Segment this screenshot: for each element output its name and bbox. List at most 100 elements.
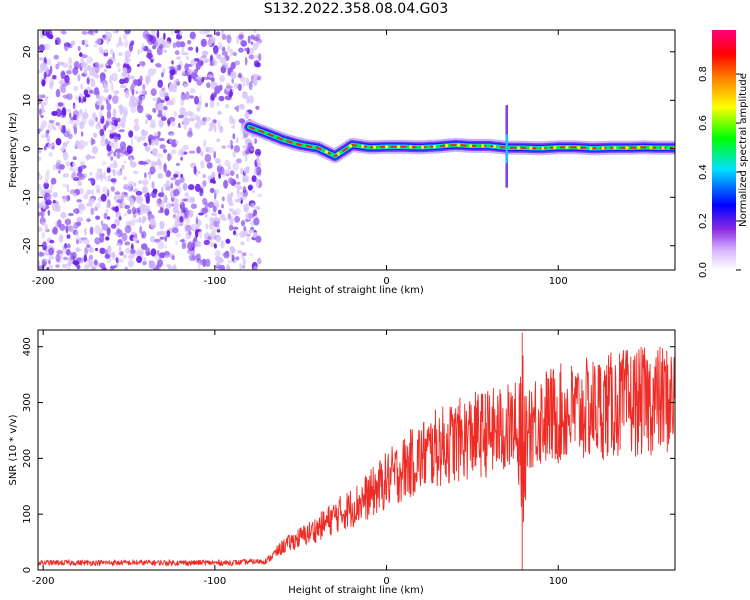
noise-dot <box>184 63 189 71</box>
noise-dot <box>131 206 136 215</box>
noise-dot <box>129 75 135 80</box>
noise-dot <box>161 116 167 121</box>
noise-dot <box>248 54 255 60</box>
noise-dot <box>104 138 109 145</box>
noise-dot <box>201 207 209 214</box>
noise-dot <box>141 233 145 238</box>
noise-dot <box>132 236 136 242</box>
noise-dot <box>180 147 184 157</box>
noise-dot <box>123 33 128 40</box>
noise-dot <box>174 30 181 34</box>
noise-dot <box>99 63 104 69</box>
noise-dot <box>217 209 222 215</box>
x-tick-label: 0 <box>383 276 389 287</box>
noise-dot <box>129 157 133 165</box>
noise-dot <box>255 61 261 68</box>
noise-scatter <box>38 30 263 270</box>
noise-dot <box>124 225 132 234</box>
noise-dot <box>198 56 204 62</box>
noise-dot <box>117 41 124 47</box>
noise-dot <box>145 159 152 164</box>
noise-dot <box>163 250 170 258</box>
noise-dot <box>48 119 55 124</box>
noise-dot <box>85 140 88 147</box>
noise-dot <box>231 254 235 262</box>
noise-dot <box>216 218 221 223</box>
noise-dot <box>50 177 57 185</box>
noise-dot <box>55 138 62 146</box>
noise-dot <box>239 263 242 270</box>
noise-dot <box>214 249 221 258</box>
noise-dot <box>43 63 48 70</box>
noise-dot <box>69 112 72 119</box>
noise-dot <box>185 224 192 232</box>
noise-dot <box>202 258 207 268</box>
noise-dot <box>61 30 67 35</box>
noise-dot <box>176 56 181 60</box>
noise-dot <box>187 184 195 191</box>
noise-dot <box>101 186 109 195</box>
noise-dot <box>256 257 262 265</box>
noise-dot <box>128 258 135 268</box>
noise-dot <box>91 66 96 73</box>
noise-dot <box>68 57 73 65</box>
noise-dot <box>159 89 166 97</box>
noise-dot <box>134 97 139 104</box>
noise-dot <box>77 180 83 187</box>
noise-dot <box>121 193 125 201</box>
noise-dot <box>244 149 250 155</box>
noise-dot <box>157 172 164 180</box>
noise-dot <box>178 122 181 129</box>
noise-dot <box>81 54 88 59</box>
noise-dot <box>165 201 171 210</box>
noise-dot <box>43 145 47 151</box>
noise-dot <box>99 171 103 179</box>
noise-dot <box>124 89 130 99</box>
noise-dot <box>206 41 212 46</box>
noise-dot <box>248 95 254 104</box>
noise-dot <box>215 158 221 164</box>
noise-dot <box>220 240 225 249</box>
noise-dot <box>174 198 179 203</box>
noise-dot <box>80 62 88 66</box>
noise-dot <box>175 233 182 238</box>
noise-dot <box>255 33 261 42</box>
noise-dot <box>210 81 217 85</box>
noise-dot <box>243 203 250 213</box>
noise-dot <box>52 126 57 131</box>
noise-dot <box>179 30 183 37</box>
noise-dot <box>157 209 164 214</box>
noise-dot <box>139 61 146 67</box>
noise-dot <box>73 192 77 198</box>
noise-dot <box>230 208 235 214</box>
noise-dot <box>46 135 51 144</box>
noise-dot <box>39 252 45 257</box>
noise-dot <box>190 162 196 168</box>
noise-dot <box>197 259 203 266</box>
noise-dot <box>46 267 50 270</box>
noise-dot <box>185 207 188 216</box>
noise-dot <box>100 220 104 226</box>
noise-dot <box>162 112 167 117</box>
noise-dot <box>247 35 251 44</box>
noise-dot <box>212 232 216 240</box>
noise-dot <box>202 180 207 187</box>
noise-dot <box>83 239 90 245</box>
noise-dot <box>112 108 117 117</box>
noise-dot <box>253 75 259 81</box>
noise-dot <box>60 85 66 94</box>
noise-dot <box>175 162 180 166</box>
noise-dot <box>231 124 236 129</box>
noise-dot <box>64 74 70 84</box>
x-tick-label: -200 <box>32 576 55 587</box>
noise-dot <box>136 255 143 264</box>
noise-dot <box>220 264 225 270</box>
noise-dot <box>67 261 72 266</box>
noise-dot <box>139 225 142 235</box>
noise-dot <box>196 146 201 154</box>
noise-dot <box>114 119 118 127</box>
noise-dot <box>226 260 233 264</box>
noise-dot <box>73 85 78 92</box>
noise-dot <box>157 259 164 268</box>
noise-dot <box>257 193 263 198</box>
